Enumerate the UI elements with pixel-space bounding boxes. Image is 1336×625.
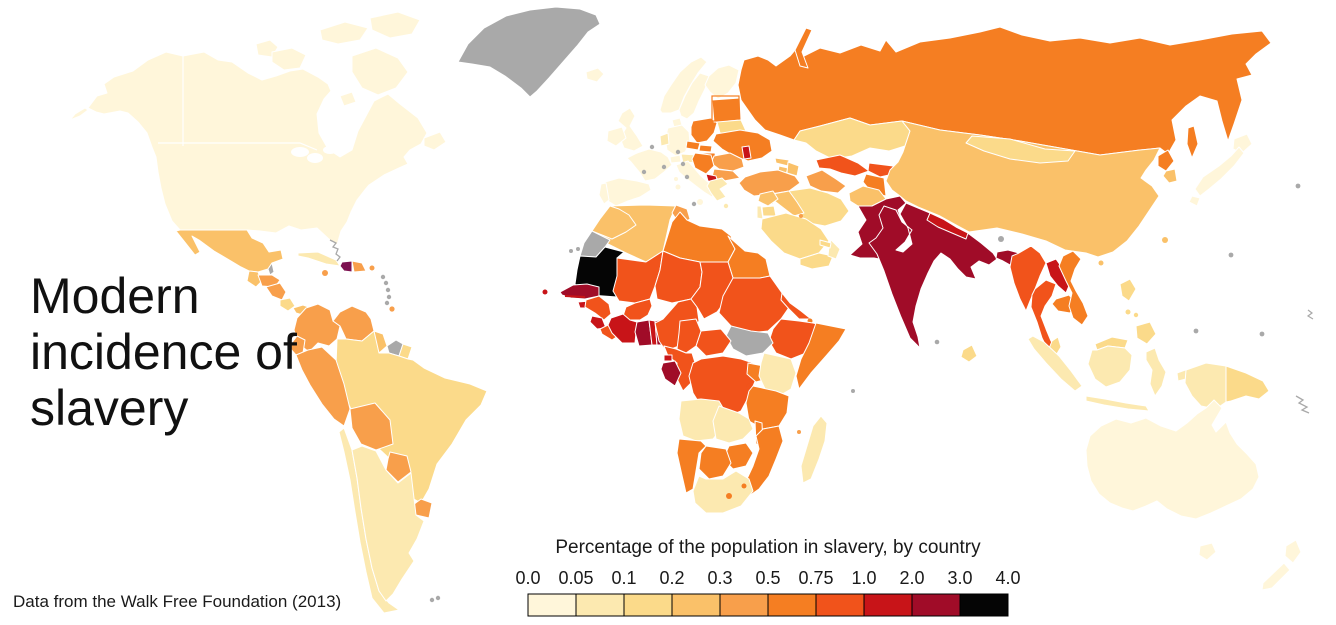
svg-text:0.75: 0.75 <box>798 568 833 588</box>
svg-text:3.0: 3.0 <box>947 568 972 588</box>
svg-text:2.0: 2.0 <box>899 568 924 588</box>
svg-text:1.0: 1.0 <box>851 568 876 588</box>
svg-text:0.05: 0.05 <box>558 568 593 588</box>
svg-text:0.3: 0.3 <box>707 568 732 588</box>
svg-text:4.0: 4.0 <box>995 568 1020 588</box>
svg-text:0.1: 0.1 <box>611 568 636 588</box>
svg-text:0.5: 0.5 <box>755 568 780 588</box>
svg-text:0.2: 0.2 <box>659 568 684 588</box>
svg-text:0.0: 0.0 <box>515 568 540 588</box>
svg-text:Percentage of the population i: Percentage of the population in slavery,… <box>555 537 981 558</box>
